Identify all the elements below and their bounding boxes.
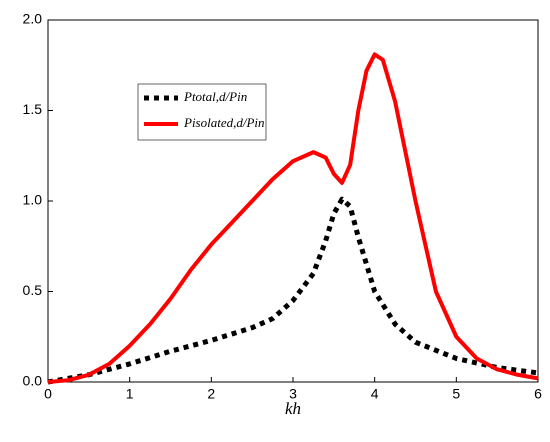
legend-label: Pisolated,d/Pin: [183, 115, 265, 130]
legend-label: Ptotal,d/Pin: [183, 89, 247, 104]
x-tick-label: 4: [371, 386, 379, 402]
x-tick-label: 1: [126, 386, 134, 402]
x-tick-label: 0: [44, 386, 52, 402]
y-tick-label: 0.5: [23, 282, 43, 298]
x-tick-label: 6: [534, 386, 542, 402]
x-tick-label: 3: [289, 386, 297, 402]
y-tick-label: 0.0: [23, 373, 43, 389]
y-tick-label: 1.0: [23, 192, 43, 208]
x-tick-label: 5: [452, 386, 460, 402]
legend-box: [137, 83, 267, 141]
x-tick-label: 2: [207, 386, 215, 402]
series-line: [47, 196, 539, 385]
plot-frame: [47, 19, 539, 383]
x-axis-label: kh: [285, 399, 301, 418]
series-line: [47, 52, 539, 384]
y-tick-label: 2.0: [23, 11, 43, 27]
y-tick-label: 1.5: [23, 101, 43, 117]
